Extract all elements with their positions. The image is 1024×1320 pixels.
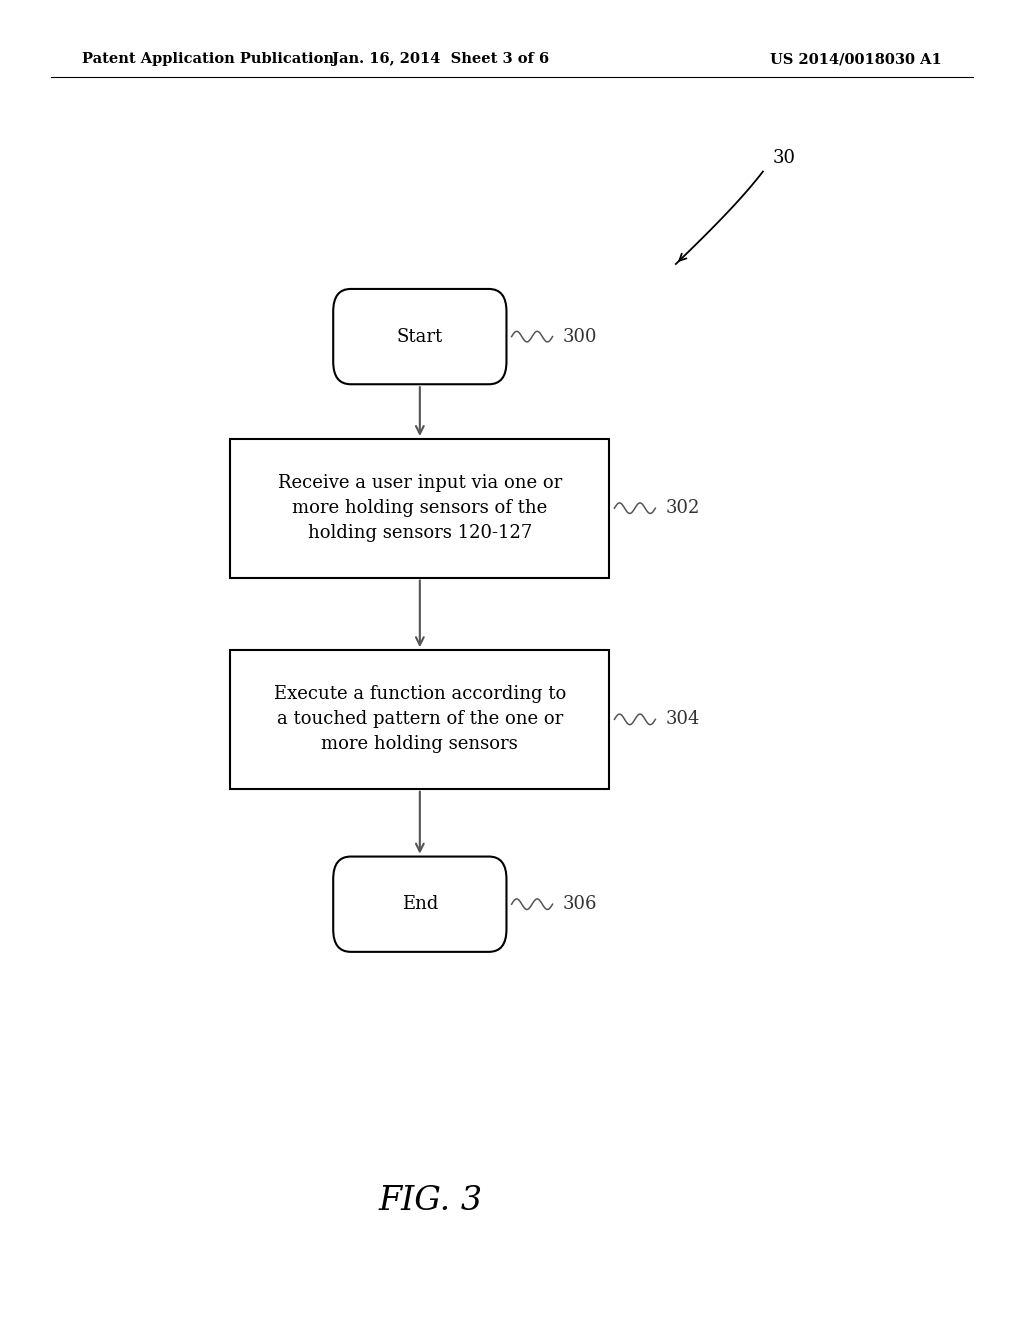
FancyBboxPatch shape [333, 289, 507, 384]
Text: 306: 306 [563, 895, 597, 913]
FancyBboxPatch shape [230, 649, 609, 788]
Text: End: End [401, 895, 438, 913]
Text: US 2014/0018030 A1: US 2014/0018030 A1 [770, 53, 942, 66]
Text: Start: Start [396, 327, 443, 346]
Text: 304: 304 [666, 710, 700, 729]
FancyBboxPatch shape [333, 857, 507, 952]
FancyBboxPatch shape [230, 438, 609, 578]
Text: FIG. 3: FIG. 3 [378, 1185, 482, 1217]
Text: 302: 302 [666, 499, 700, 517]
Text: Execute a function according to
a touched pattern of the one or
more holding sen: Execute a function according to a touche… [273, 685, 566, 754]
Text: Jan. 16, 2014  Sheet 3 of 6: Jan. 16, 2014 Sheet 3 of 6 [332, 53, 549, 66]
Text: Patent Application Publication: Patent Application Publication [82, 53, 334, 66]
Text: Receive a user input via one or
more holding sensors of the
holding sensors 120-: Receive a user input via one or more hol… [278, 474, 562, 543]
Text: 30: 30 [773, 149, 796, 168]
Text: 300: 300 [563, 327, 597, 346]
